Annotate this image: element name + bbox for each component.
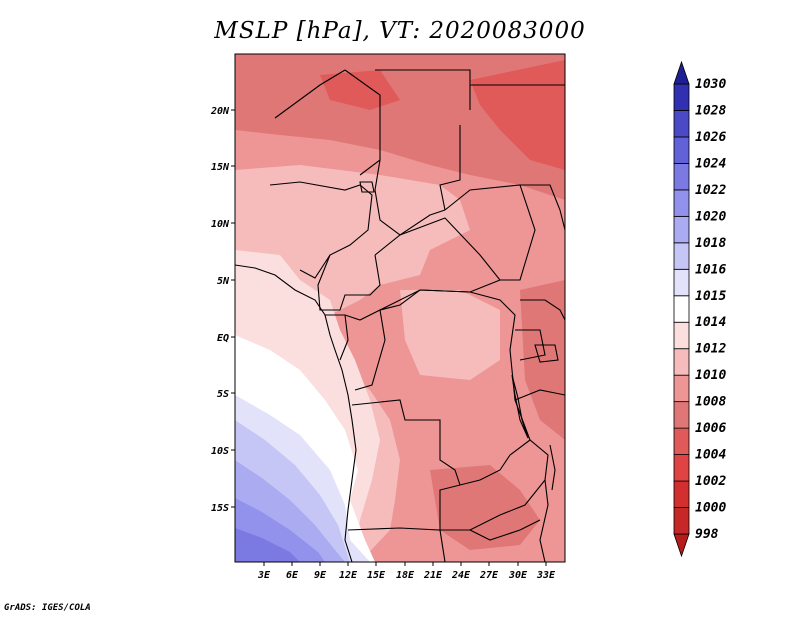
field-region-1008-east (520, 280, 565, 440)
lon-label: 9E (314, 570, 327, 581)
lon-label: 33E (536, 570, 556, 581)
colorbar-label: 1002 (695, 474, 726, 489)
colorbar-label: 1018 (695, 236, 726, 251)
border-uganda (515, 329, 546, 361)
lon-label: 12E (339, 570, 358, 581)
field-region-1024 (235, 528, 300, 562)
border-sudan-west (439, 125, 461, 211)
lon-label: 6E (286, 570, 299, 581)
colorbar-label: 1024 (695, 156, 726, 171)
border-south-sudan (444, 184, 536, 281)
border-chad-east (374, 159, 446, 236)
lon-axis: 3E 6E 9E 12E 15E 18E 21E 24E 27E 30E 33E (257, 562, 556, 581)
colorbar-label: 1028 (695, 103, 726, 118)
colorbar-label: 1012 (695, 342, 726, 357)
lat-label: 10S (211, 446, 229, 457)
border-angola-north (351, 399, 461, 486)
border-zimbabwe (469, 519, 541, 541)
lon-label: 15E (367, 570, 386, 581)
colorbar-swatch (673, 83, 690, 111)
border-zambia (440, 439, 549, 531)
chart-title: MSLP [hPa], VT: 2020083000 (214, 18, 586, 44)
lon-label: 3E (257, 570, 271, 581)
lat-label: 15S (211, 503, 229, 514)
border-libya-egypt (375, 69, 471, 110)
colorbar-label: 1008 (695, 395, 726, 410)
colorbar-label: 1022 (695, 183, 726, 198)
lake-malawi (549, 444, 556, 491)
lat-label: 5S (217, 389, 229, 400)
colorbar-label: 1000 (695, 501, 726, 516)
lon-label: 30E (508, 570, 528, 581)
border-kenya-uganda (520, 299, 565, 321)
lon-label: 27E (479, 570, 499, 581)
colorbar-swatch (673, 427, 690, 455)
colorbar-swatch (673, 348, 690, 376)
border-cameroon (317, 254, 381, 311)
lat-label: 15N (211, 162, 230, 173)
colorbar-label: 1016 (695, 262, 726, 277)
lat-label: 10N (211, 219, 230, 230)
colorbar-swatch (673, 533, 690, 558)
colorbar-swatch (673, 242, 690, 270)
border-ethiopia (520, 184, 565, 231)
lat-label: 5N (217, 276, 230, 287)
colorbar-swatch (673, 374, 690, 403)
border-congo (344, 309, 386, 391)
lake-victoria (534, 344, 559, 363)
lat-label: EQ (217, 333, 229, 344)
colorbar-swatch (673, 480, 690, 508)
lake-tanganyika (511, 374, 529, 439)
lat-label: 20N (210, 106, 230, 117)
colorbar-swatch (673, 136, 690, 164)
lon-label: 24E (451, 570, 471, 581)
colorbar-swatch (673, 401, 690, 429)
colorbar-label: 1014 (695, 315, 726, 330)
coastline-west (235, 264, 357, 562)
colorbar-label: 1026 (695, 130, 726, 145)
border-mozambique (539, 479, 549, 562)
plot-frame (234, 53, 566, 563)
border-namibia-botswana (439, 529, 446, 562)
border-tanzania (514, 389, 565, 401)
field-region-1012-central (400, 290, 500, 380)
colorbar-swatch (673, 454, 690, 482)
colorbar-label: 1020 (695, 209, 726, 224)
colorbar-swatch (673, 215, 690, 244)
lon-label: 18E (396, 570, 415, 581)
colorbar-label: 1010 (695, 368, 726, 383)
colorbar-swatch (673, 110, 690, 138)
colorbar: 998 1000 1002 1004 1006 1008 1010 1012 1014 1015 1… (673, 60, 726, 558)
border-gabon (325, 314, 349, 361)
lon-label: 21E (423, 570, 443, 581)
colorbar-label: 1015 (695, 289, 726, 304)
colorbar-swatch (673, 189, 690, 217)
colorbar-label: 1006 (695, 421, 726, 436)
field-region-1008-south (430, 465, 540, 550)
pressure-field (235, 54, 565, 562)
colorbar-swatch (673, 268, 690, 297)
colorbar-label: 1030 (695, 77, 726, 92)
colorbar-swatch (673, 507, 690, 535)
border-chad-north (344, 69, 381, 176)
field-region-1006-north (470, 60, 565, 170)
colorbar-label: 1004 (695, 448, 726, 463)
colorbar-swatch (673, 321, 690, 350)
colorbar-label: 998 (695, 527, 719, 542)
border-nigeria (269, 181, 373, 279)
colorbar-swatch (673, 60, 690, 85)
colorbar-swatch (673, 295, 690, 323)
country-borders (235, 69, 565, 562)
lake-chad (359, 181, 375, 193)
colorbar-swatch (673, 163, 690, 191)
lat-axis: 20N 15N 10N 5N EQ 5S 10S 15S (210, 106, 235, 514)
footer-credit: GrADS: IGES/COLA (4, 603, 91, 613)
border-niger-chad (274, 69, 346, 119)
